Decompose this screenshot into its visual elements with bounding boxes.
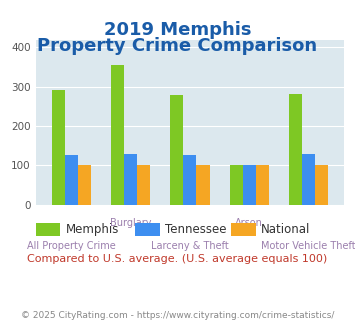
Bar (243, 165, 256, 205)
Bar (51, 90, 65, 205)
Bar (36, 223, 60, 236)
Text: Memphis: Memphis (66, 223, 119, 236)
Bar (256, 165, 269, 205)
Text: Burglary: Burglary (110, 218, 151, 228)
Text: Property Crime Comparison: Property Crime Comparison (37, 37, 318, 55)
Bar (170, 95, 184, 205)
Bar (137, 165, 150, 205)
Text: All Property Crime: All Property Crime (27, 241, 115, 251)
Bar (135, 223, 160, 236)
Bar (302, 154, 315, 205)
Text: Compared to U.S. average. (U.S. average equals 100): Compared to U.S. average. (U.S. average … (27, 254, 328, 264)
Bar (315, 165, 328, 205)
Bar (78, 165, 91, 205)
Text: National: National (261, 223, 310, 236)
Bar (111, 65, 124, 205)
Bar (289, 94, 302, 205)
Text: Arson: Arson (235, 218, 263, 228)
Bar (65, 155, 78, 205)
Text: Larceny & Theft: Larceny & Theft (151, 241, 229, 251)
Text: © 2025 CityRating.com - https://www.cityrating.com/crime-statistics/: © 2025 CityRating.com - https://www.city… (21, 311, 334, 320)
Text: Tennessee: Tennessee (165, 223, 226, 236)
Bar (231, 223, 256, 236)
Text: Motor Vehicle Theft: Motor Vehicle Theft (261, 241, 355, 251)
Text: 2019 Memphis: 2019 Memphis (104, 21, 251, 40)
Bar (196, 165, 209, 205)
Bar (184, 155, 196, 205)
Bar (230, 165, 243, 205)
Bar (124, 154, 137, 205)
